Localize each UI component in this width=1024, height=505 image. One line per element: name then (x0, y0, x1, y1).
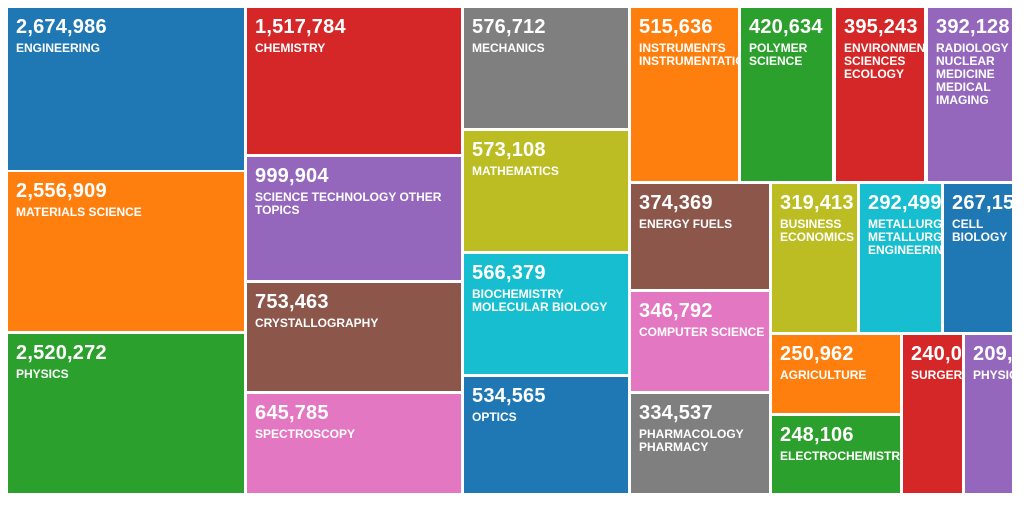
treemap-tile[interactable]: 753,463 CRYSTALLOGRAPHY (247, 283, 461, 391)
tile-category-label: CRYSTALLOGRAPHY (255, 316, 379, 330)
tile-category-label: PHYSICS (973, 368, 1012, 382)
treemap-tile[interactable]: 346,792 COMPUTER SCIENCE (631, 292, 769, 391)
tile-value-label: 240,0 (911, 343, 962, 365)
treemap-tile[interactable]: 250,962 AGRICULTURE (772, 335, 900, 413)
tile-category-label: CELL BIOLOGY (952, 217, 1008, 244)
tile-category-label: PHARMACOLOGY PHARMACY (639, 427, 744, 454)
tile-value-label: 2,520,272 (16, 342, 107, 364)
tile-category-label: SURGERY (911, 368, 962, 382)
tile-value-label: 576,712 (472, 16, 546, 38)
tile-category-label: OPTICS (472, 410, 517, 424)
tile-category-label: ENVIRONMENTAL SCIENCES ECOLOGY (844, 41, 924, 81)
tile-value-label: 573,108 (472, 139, 546, 161)
treemap-tile[interactable]: 248,106 ELECTROCHEMISTRY (772, 416, 900, 493)
treemap-tile[interactable]: 645,785 SPECTROSCOPY (247, 394, 461, 493)
tile-value-label: 267,15 (952, 192, 1012, 214)
treemap-tile[interactable]: 209, PHYSICS (965, 335, 1012, 493)
tile-value-label: 248,106 (780, 424, 854, 446)
treemap-tile[interactable]: 267,15 CELL BIOLOGY (944, 184, 1012, 332)
tile-value-label: 250,962 (780, 343, 854, 365)
treemap-tile[interactable]: 292,499 METALLURGY METALLURGICAL ENGINEER… (860, 184, 941, 332)
tile-category-label: BIOCHEMISTRY MOLECULAR BIOLOGY (472, 287, 608, 314)
treemap-tile[interactable]: 573,108 MATHEMATICS (464, 131, 628, 251)
tile-value-label: 395,243 (844, 16, 918, 38)
tile-value-label: 346,792 (639, 300, 713, 322)
treemap-tile[interactable]: 395,243 ENVIRONMENTAL SCIENCES ECOLOGY (836, 8, 924, 181)
tile-value-label: 566,379 (472, 262, 546, 284)
tile-category-label: INSTRUMENTS INSTRUMENTATION (639, 41, 738, 68)
treemap-tile[interactable]: 374,369 ENERGY FUELS (631, 184, 769, 289)
tile-value-label: 334,537 (639, 402, 713, 424)
tile-category-label: CHEMISTRY (255, 41, 326, 55)
tile-value-label: 292,499 (868, 192, 941, 214)
treemap-tile[interactable]: 2,520,272 PHYSICS (8, 334, 244, 493)
tile-category-label: POLYMER SCIENCE (749, 41, 808, 68)
treemap-tile[interactable]: 999,904 SCIENCE TECHNOLOGY OTHER TOPICS (247, 157, 461, 280)
tile-category-label: BUSINESS ECONOMICS (780, 217, 855, 244)
tile-category-label: METALLURGY METALLURGICAL ENGINEERING (868, 217, 941, 257)
tile-value-label: 374,369 (639, 192, 713, 214)
tile-value-label: 2,556,909 (16, 180, 107, 202)
treemap-tile[interactable]: 319,413 BUSINESS ECONOMICS (772, 184, 857, 332)
treemap-tile[interactable]: 2,556,909 MATERIALS SCIENCE (8, 172, 244, 331)
tile-category-label: ENGINEERING (16, 41, 101, 55)
tile-value-label: 1,517,784 (255, 16, 346, 38)
tile-category-label: MATHEMATICS (472, 164, 559, 178)
tile-value-label: 392,128 (936, 16, 1010, 38)
treemap-tile[interactable]: 1,517,784 CHEMISTRY (247, 8, 461, 154)
tile-value-label: 753,463 (255, 291, 329, 313)
tile-value-label: 645,785 (255, 402, 329, 424)
treemap-tile[interactable]: 334,537 PHARMACOLOGY PHARMACY (631, 394, 769, 493)
tile-category-label: PHYSICS (16, 367, 69, 381)
tile-value-label: 209, (973, 343, 1012, 365)
treemap-tile[interactable]: 534,565 OPTICS (464, 377, 628, 493)
tile-value-label: 420,634 (749, 16, 823, 38)
treemap-tile[interactable]: 392,128 RADIOLOGY NUCLEAR MEDICINE MEDICA… (928, 8, 1012, 181)
treemap-tile[interactable]: 576,712 MECHANICS (464, 8, 628, 128)
tile-category-label: SPECTROSCOPY (255, 427, 356, 441)
tile-category-label: ELECTROCHEMISTRY (780, 449, 900, 463)
treemap-tile[interactable]: 566,379 BIOCHEMISTRY MOLECULAR BIOLOGY (464, 254, 628, 374)
tile-category-label: RADIOLOGY NUCLEAR MEDICINE MEDICAL IMAGI… (936, 41, 1009, 107)
treemap-tile[interactable]: 515,636 INSTRUMENTS INSTRUMENTATION (631, 8, 738, 181)
tile-value-label: 319,413 (780, 192, 854, 214)
treemap-tile[interactable]: 2,674,986 ENGINEERING (8, 8, 244, 170)
tile-category-label: COMPUTER SCIENCE (639, 325, 765, 339)
treemap-tile[interactable]: 240,0 SURGERY (903, 335, 962, 493)
tile-category-label: ENERGY FUELS (639, 217, 733, 231)
tile-value-label: 999,904 (255, 165, 329, 187)
tile-category-label: MATERIALS SCIENCE (16, 205, 142, 219)
tile-value-label: 2,674,986 (16, 16, 107, 38)
tile-category-label: MECHANICS (472, 41, 545, 55)
treemap-tile[interactable]: 420,634 POLYMER SCIENCE (741, 8, 832, 181)
tile-value-label: 534,565 (472, 385, 546, 407)
tile-category-label: AGRICULTURE (780, 368, 867, 382)
tile-category-label: SCIENCE TECHNOLOGY OTHER TOPICS (255, 190, 442, 217)
tile-value-label: 515,636 (639, 16, 713, 38)
